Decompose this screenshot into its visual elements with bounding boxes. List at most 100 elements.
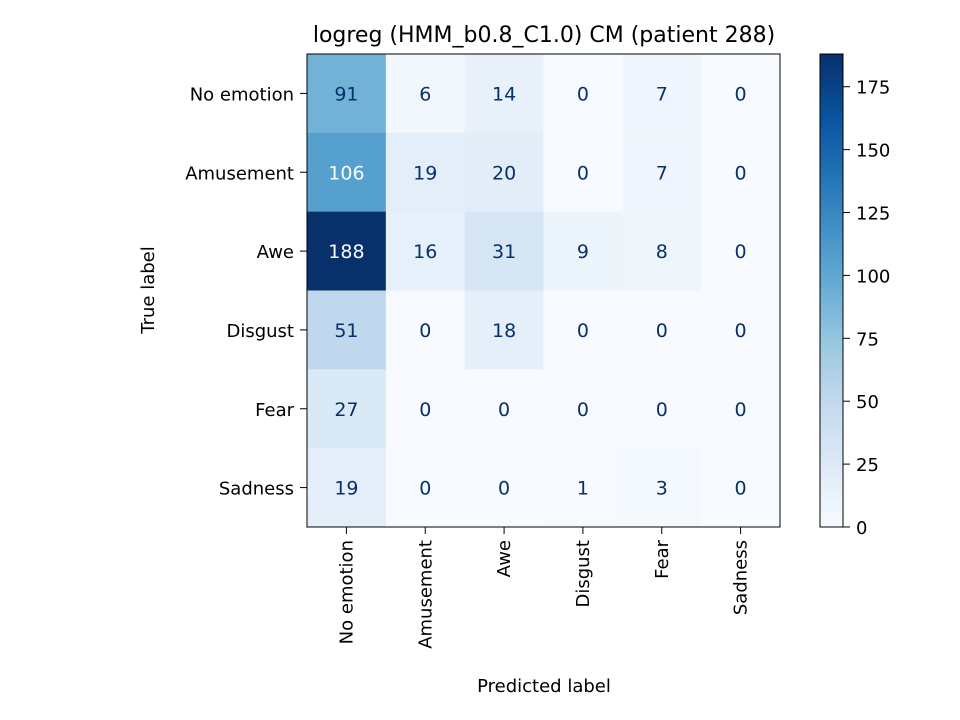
colorbar-tick-label: 0 [856, 518, 867, 539]
heatmap-cell [543, 369, 623, 449]
heatmap-cell [385, 369, 466, 449]
y-tick-label: Sadness [219, 479, 294, 500]
cell-value-label: 0 [419, 399, 431, 421]
heatmap-cell [385, 132, 466, 213]
x-tick-label: No emotion [336, 540, 357, 644]
colorbar-tick-label: 125 [856, 204, 890, 225]
cell-value-label: 7 [656, 162, 668, 184]
cell-value-label: 0 [577, 320, 589, 342]
heatmap-cell [701, 211, 781, 291]
cell-value-label: 14 [492, 83, 516, 105]
heatmap-cell [464, 132, 544, 213]
cell-value-label: 0 [498, 399, 510, 421]
x-tick-label: Disgust [573, 540, 594, 608]
y-axis-label: True label [138, 246, 159, 335]
cell-value-label: 0 [577, 399, 589, 421]
heatmap-cell [464, 369, 544, 449]
heatmap-cell [701, 448, 781, 528]
heatmap-cell [701, 290, 781, 370]
colorbar-tick-label: 25 [856, 455, 879, 476]
y-tick-label: Awe [257, 242, 294, 263]
heatmap-cell [622, 290, 702, 370]
heatmap-cell [464, 290, 544, 370]
cell-value-label: 31 [492, 241, 516, 263]
cell-value-label: 0 [419, 478, 431, 500]
cell-value-label: 19 [413, 162, 437, 184]
cell-value-label: 0 [498, 478, 510, 500]
cell-value-label: 0 [735, 241, 747, 263]
cell-value-label: 0 [577, 162, 589, 184]
x-axis-label: Predicted label [477, 676, 611, 697]
cell-value-label: 20 [492, 162, 516, 184]
cell-value-label: 0 [656, 399, 668, 421]
cell-value-label: 0 [735, 399, 747, 421]
cell-value-label: 0 [577, 83, 589, 105]
y-tick-label: Disgust [226, 321, 294, 342]
cell-value-label: 106 [328, 162, 364, 184]
cell-value-label: 91 [334, 83, 358, 105]
heatmap-cell [307, 132, 387, 213]
y-tick-label: Amusement [185, 163, 294, 184]
cell-value-label: 18 [492, 320, 516, 342]
heatmap-cells [307, 54, 781, 528]
colorbar-ticks: 0 25 50 75 100 125 150 175 [843, 78, 890, 539]
cell-value-label: 9 [577, 241, 589, 263]
cell-value-label: 3 [656, 478, 668, 500]
x-tick-label: Sadness [731, 540, 752, 615]
cell-value-label: 0 [735, 162, 747, 184]
heatmap-cell [307, 448, 387, 528]
cell-value-label: 7 [656, 83, 668, 105]
heatmap-cell [701, 132, 781, 213]
heatmap-cell [622, 132, 702, 213]
heatmap-cell [464, 448, 544, 528]
cell-value-label: 188 [328, 241, 364, 263]
cell-value-label: 16 [413, 241, 437, 263]
heatmap-cell [543, 211, 623, 291]
heatmap-cell [543, 54, 623, 134]
cell-value-label: 6 [419, 83, 431, 105]
y-tick-label: Fear [255, 400, 294, 421]
x-tick-label: Amusement [415, 540, 436, 649]
heatmap-cell [385, 54, 466, 134]
colorbar-tick-label: 150 [856, 141, 890, 162]
heatmap-cell [543, 132, 623, 213]
cell-value-label: 0 [735, 83, 747, 105]
heatmap-cell [543, 290, 623, 370]
heatmap-cell [385, 448, 466, 528]
plot-frame [306, 53, 781, 528]
cell-value-label: 27 [334, 399, 358, 421]
chart-title: logreg (HMM_b0.8_C1.0) CM (patient 288) [313, 23, 775, 48]
x-tick-label: Fear [652, 539, 673, 578]
heatmap-cell [464, 211, 544, 291]
colorbar-tick-label: 75 [856, 329, 879, 350]
colorbar [819, 53, 844, 528]
cell-value-label: 0 [419, 320, 431, 342]
heatmap-cell [385, 211, 466, 291]
heatmap-cell [701, 369, 781, 449]
heatmap-cell [622, 369, 702, 449]
heatmap-cell [543, 448, 623, 528]
cell-value-label: 0 [735, 478, 747, 500]
y-tick-label: No emotion [190, 84, 294, 105]
colorbar-tick-label: 50 [856, 392, 879, 413]
cell-value-label: 1 [577, 478, 589, 500]
x-axis-ticks: No emotion Amusement Awe Disgust Fear Sadness [336, 527, 752, 649]
heatmap-cell [385, 290, 466, 370]
heatmap-cell [307, 211, 387, 291]
colorbar-tick-label: 175 [856, 78, 890, 99]
heatmap-cell [464, 54, 544, 134]
heatmap-cell [307, 369, 387, 449]
cell-value-label: 51 [334, 320, 358, 342]
y-axis-ticks: No emotion Amusement Awe Disgust Fear Sadness [185, 84, 307, 500]
cell-value-label: 8 [656, 241, 668, 263]
heatmap-cell [622, 211, 702, 291]
heatmap-cell [701, 54, 781, 134]
heatmap-cell [622, 54, 702, 134]
cell-value-label: 19 [334, 478, 358, 500]
heatmap-cell [307, 290, 387, 370]
cell-value-label: 0 [735, 320, 747, 342]
x-tick-label: Awe [494, 540, 515, 577]
heatmap-cell [307, 54, 387, 134]
